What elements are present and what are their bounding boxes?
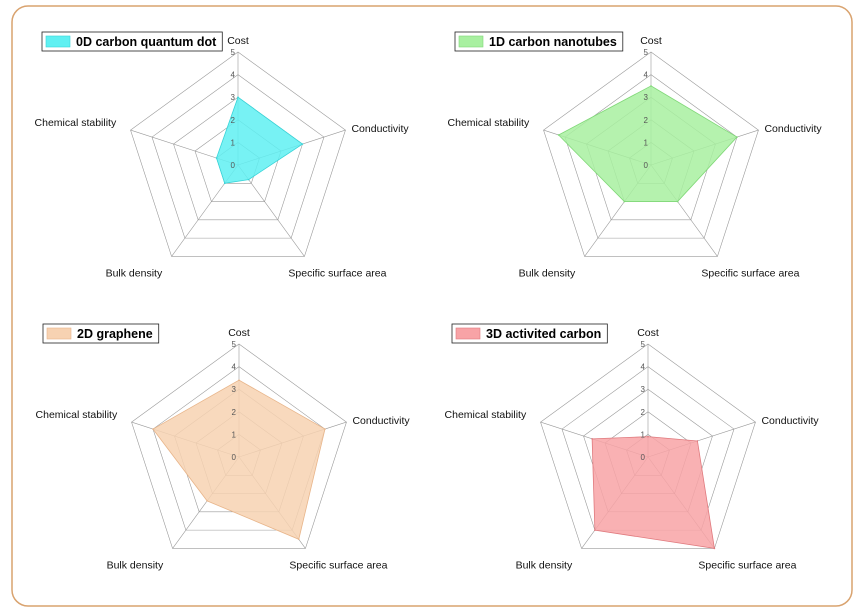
tick-label: 1 bbox=[641, 430, 646, 439]
data-point bbox=[594, 529, 596, 531]
data-point bbox=[557, 134, 560, 136]
tick-label: 3 bbox=[644, 93, 649, 102]
axis-label: Bulk density bbox=[516, 559, 573, 571]
data-point bbox=[237, 96, 239, 98]
grid-ring bbox=[543, 51, 759, 257]
grid-ring bbox=[152, 366, 326, 531]
data-point bbox=[297, 538, 300, 541]
grid-ring bbox=[130, 51, 346, 257]
legend-box bbox=[451, 323, 608, 344]
tick-label: 0 bbox=[232, 453, 237, 462]
axis-label: Cost bbox=[640, 35, 662, 47]
legend-swatch bbox=[458, 35, 484, 48]
axis-label: Bulk density bbox=[106, 267, 163, 279]
axis-label: Chemical stability bbox=[35, 117, 117, 129]
tick-label: 3 bbox=[232, 385, 237, 394]
axis-label: Chemical stability bbox=[448, 117, 530, 129]
data-point bbox=[324, 428, 326, 430]
axis-label: Conductivity bbox=[761, 415, 819, 427]
tick-label: 5 bbox=[644, 48, 649, 57]
axis-label: Conductivity bbox=[352, 415, 410, 427]
data-point bbox=[650, 85, 652, 87]
tick-label: 3 bbox=[641, 385, 646, 394]
data-area bbox=[152, 379, 326, 540]
legend-swatch bbox=[46, 327, 72, 340]
legend-box bbox=[42, 323, 160, 344]
data-point bbox=[247, 178, 250, 181]
tick-label: 0 bbox=[644, 161, 649, 170]
grid-ring bbox=[151, 74, 325, 239]
axis-label: Bulk density bbox=[107, 559, 164, 571]
figure-frame bbox=[11, 5, 853, 607]
tick-label: 4 bbox=[231, 71, 236, 80]
tick-label: 2 bbox=[641, 408, 646, 417]
data-point bbox=[696, 440, 699, 442]
tick-label: 4 bbox=[232, 363, 237, 372]
axis-label: Chemical stability bbox=[445, 409, 527, 421]
data-point bbox=[713, 547, 716, 550]
tick-label: 2 bbox=[644, 116, 649, 125]
tick-label: 1 bbox=[231, 138, 236, 147]
data-area bbox=[557, 85, 738, 202]
tick-label: 1 bbox=[232, 430, 237, 439]
axis-label: Chemical stability bbox=[36, 409, 118, 421]
data-point bbox=[736, 136, 738, 138]
tick-label: 0 bbox=[641, 453, 646, 462]
legend-label: 1D carbon nanotubes bbox=[489, 35, 617, 49]
data-area bbox=[591, 436, 715, 549]
axis-label: Specific surface area bbox=[289, 559, 387, 571]
axis-label: Conductivity bbox=[351, 123, 409, 135]
legend-label: 0D carbon quantum dot bbox=[76, 35, 217, 49]
data-point bbox=[215, 157, 218, 159]
data-point bbox=[238, 379, 240, 381]
grid-ring bbox=[131, 343, 347, 549]
tick-label: 5 bbox=[231, 48, 236, 57]
legend-box bbox=[454, 31, 624, 52]
data-point bbox=[676, 200, 679, 203]
axis-label: Cost bbox=[637, 327, 659, 339]
data-point bbox=[152, 428, 154, 430]
axis-label: Cost bbox=[228, 327, 250, 339]
legend-label: 2D graphene bbox=[77, 327, 153, 341]
tick-label: 2 bbox=[231, 116, 236, 125]
legend-box bbox=[41, 31, 223, 52]
axis-label: Specific surface area bbox=[288, 267, 386, 279]
data-area bbox=[216, 96, 304, 184]
axis-label: Specific surface area bbox=[698, 559, 796, 571]
axis-label: Conductivity bbox=[764, 123, 822, 135]
data-point bbox=[591, 438, 593, 440]
axis-label: Specific surface area bbox=[701, 267, 799, 279]
grid-ring bbox=[540, 343, 756, 549]
data-point bbox=[223, 182, 226, 185]
tick-label: 5 bbox=[641, 340, 646, 349]
axis-label: Cost bbox=[227, 35, 249, 47]
tick-label: 0 bbox=[231, 161, 236, 170]
data-point bbox=[623, 200, 626, 203]
axis-label: Bulk density bbox=[519, 267, 576, 279]
tick-label: 5 bbox=[232, 340, 237, 349]
tick-label: 2 bbox=[232, 408, 237, 417]
tick-label: 4 bbox=[641, 363, 646, 372]
data-point bbox=[206, 500, 208, 502]
legend-swatch bbox=[45, 35, 71, 48]
legend-label: 3D activited carbon bbox=[486, 327, 601, 341]
tick-label: 3 bbox=[231, 93, 236, 102]
tick-label: 1 bbox=[644, 138, 649, 147]
data-point bbox=[647, 435, 649, 438]
legend-swatch bbox=[455, 327, 481, 340]
tick-label: 4 bbox=[644, 71, 649, 80]
data-point bbox=[301, 143, 304, 145]
